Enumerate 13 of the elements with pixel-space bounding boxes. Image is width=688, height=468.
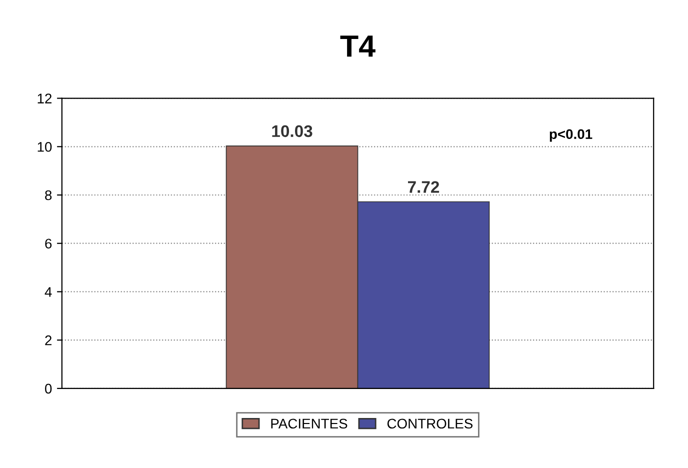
y-tick-label: 0	[45, 384, 52, 394]
y-tick-label: 2	[45, 335, 52, 346]
chart-title: T4	[340, 36, 376, 57]
data-label: 10.03	[272, 125, 312, 138]
legend-label: CONTROLES	[387, 418, 473, 429]
y-tick-label: 10	[38, 142, 52, 152]
y-tick-label: 8	[45, 190, 52, 200]
y-tick-label: 6	[45, 238, 52, 249]
y-tick-label: 4	[44, 287, 52, 297]
legend-label: PACIENTES	[271, 418, 348, 429]
y-tick-label: 12	[38, 94, 52, 104]
data-label: 7.72	[408, 181, 440, 193]
annotation: p<0.01	[550, 129, 592, 142]
